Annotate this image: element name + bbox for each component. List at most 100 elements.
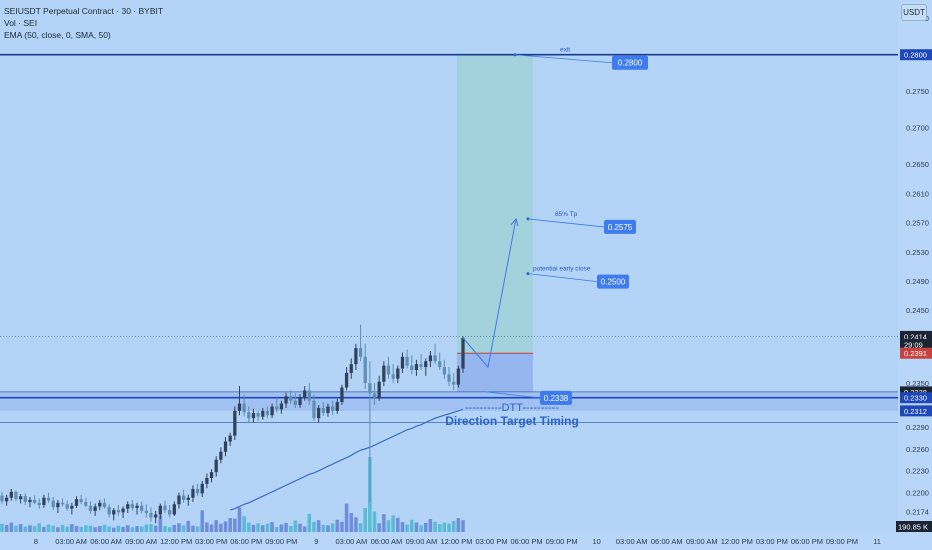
volume-bar — [191, 525, 195, 532]
volume-bar — [158, 515, 163, 532]
candle-body — [200, 483, 204, 494]
price-badge — [900, 386, 932, 398]
candle — [442, 359, 447, 379]
price-tick-label: 0.2610 — [906, 189, 929, 198]
time-axis[interactable]: 8 03:00 AM 06:00 AM 09:00 AM 12:00 PM 03:00 P… — [0, 532, 898, 550]
volume-bar — [316, 520, 321, 532]
volume-bar — [386, 520, 391, 532]
candle — [74, 496, 79, 508]
candle — [414, 359, 419, 376]
candle-body — [0, 495, 4, 502]
candle-body — [377, 381, 381, 398]
price-tick-label: 0.2700 — [906, 124, 929, 133]
candle — [424, 358, 428, 376]
candle — [307, 383, 311, 406]
candle-body — [65, 504, 69, 509]
volume-bar — [177, 523, 181, 532]
candle-body — [358, 348, 363, 357]
candle — [284, 392, 288, 408]
candle-body — [354, 348, 358, 365]
candle-body — [14, 491, 18, 500]
candle — [219, 447, 223, 464]
volume-bar — [107, 526, 111, 532]
candle — [335, 399, 339, 414]
support-annotation-connector — [485, 391, 541, 399]
candle — [158, 503, 162, 519]
candle-body — [28, 499, 32, 503]
volume-bar — [423, 522, 428, 532]
candle — [456, 365, 460, 388]
watermark-line1: ----------DTT---------- — [465, 402, 559, 414]
early-close-annotation-badge — [597, 274, 629, 289]
volume-indicator-label[interactable]: Vol · SEI — [4, 18, 38, 28]
volume-bar — [153, 525, 158, 532]
candle — [163, 500, 167, 514]
candle — [28, 496, 32, 508]
candle — [256, 410, 260, 422]
volume-bar — [344, 503, 349, 532]
time-tick-label: 12:00 PM — [440, 537, 472, 546]
candle-body — [107, 507, 111, 515]
time-tick-label: 09:00 PM — [265, 537, 297, 546]
volume-bar — [121, 526, 125, 532]
volume-bar — [270, 522, 274, 532]
annotations-layer: exit 0.2800 85% Tp 0.2575 potential early cl… — [445, 47, 648, 428]
symbol-title[interactable]: SEIUSDT Perpetual Contract · 30 · BYBIT — [4, 6, 164, 16]
candle-body — [265, 410, 270, 416]
candle — [363, 343, 367, 389]
candle — [191, 485, 195, 503]
time-tick-label: 12:00 PM — [160, 537, 192, 546]
currency-button[interactable]: USDT — [901, 4, 927, 21]
volume-bar — [274, 526, 279, 532]
candle-body — [135, 505, 139, 508]
candle-body — [42, 497, 46, 505]
volume-bar — [433, 521, 437, 532]
time-tick-label: 03:00 PM — [475, 537, 507, 546]
candle-body — [149, 513, 153, 518]
candle-body — [140, 505, 144, 511]
volume-bar — [256, 523, 260, 532]
volume-badge — [896, 521, 932, 532]
volume-bar — [195, 526, 200, 532]
volume-bar — [51, 525, 55, 532]
support-annotation-badge-text: 0.2338 — [544, 394, 569, 403]
volume-bar — [396, 517, 400, 532]
candle-body — [372, 393, 377, 398]
ema-indicator-label[interactable]: EMA (50, close, 0, SMA, 50) — [4, 30, 111, 40]
candle — [326, 403, 330, 417]
candle-body — [242, 403, 246, 413]
volume-bar — [456, 518, 461, 532]
volume-bar — [298, 523, 302, 532]
volume-bar — [293, 520, 298, 532]
volume-bar — [410, 519, 414, 532]
volume-bar — [9, 522, 14, 532]
support-zone — [0, 391, 898, 411]
candle — [461, 336, 465, 373]
time-tick-label: 03:00 PM — [756, 537, 788, 546]
volume-bar — [260, 525, 265, 532]
price-axis[interactable]: 0.28500.27500.27000.26500.26100.25700.25… — [896, 0, 932, 550]
candle — [98, 499, 102, 511]
candle — [247, 406, 251, 423]
candle — [317, 405, 321, 423]
candle-body — [452, 381, 456, 385]
candle — [60, 498, 65, 507]
time-tick-label: 11 — [873, 537, 881, 546]
candle-body — [154, 514, 158, 518]
support-annotation-badge — [540, 390, 572, 405]
volume-bar — [326, 525, 330, 532]
candle — [79, 494, 83, 505]
candle — [121, 506, 125, 519]
candle — [223, 437, 228, 457]
candle — [200, 480, 204, 497]
volume-bar — [377, 523, 381, 532]
candle-body — [79, 499, 83, 503]
volume-bar — [237, 507, 242, 532]
candle-body — [205, 477, 209, 484]
stop-loss-zone — [457, 353, 533, 392]
volume-bar — [288, 526, 293, 532]
candle-body — [307, 390, 311, 401]
volume-bar — [172, 524, 177, 532]
